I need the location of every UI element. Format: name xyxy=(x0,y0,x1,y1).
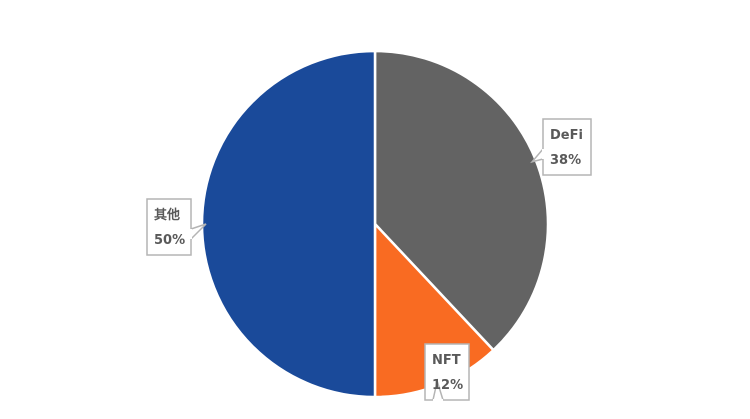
callout-box xyxy=(424,343,470,401)
data-label-3: 其他 50% xyxy=(146,198,207,256)
slice-label-3: 其他 xyxy=(154,207,180,223)
pie-slice-3 xyxy=(200,49,377,399)
data-label-2: NFT 12% xyxy=(424,343,470,401)
pie-slices xyxy=(200,49,550,399)
slice-percent-3: 50% xyxy=(154,233,185,248)
data-label-callouts: DeFi 38% NFT 12% 其他 50% xyxy=(146,118,592,401)
slice-percent-1: 38% xyxy=(550,153,581,168)
data-label-1: DeFi 38% xyxy=(530,118,592,176)
slice-label-2: NFT xyxy=(432,353,461,368)
callout-pointer xyxy=(530,148,544,164)
callout-box xyxy=(542,118,592,176)
slice-percent-2: 12% xyxy=(432,378,463,393)
slice-label-1: DeFi xyxy=(550,128,583,143)
callout-pointer xyxy=(190,223,207,240)
callout-pointer xyxy=(432,378,444,401)
callout-box xyxy=(146,198,192,256)
